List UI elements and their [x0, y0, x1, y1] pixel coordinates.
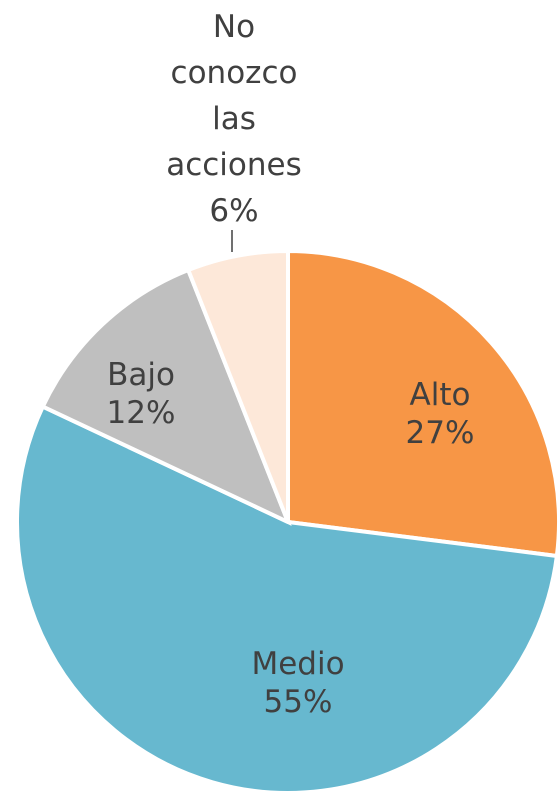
slice-label: No conozco las acciones 6%	[149, 4, 319, 234]
slice-label: Bajo 12%	[61, 356, 221, 432]
pie-slice	[286, 248, 560, 559]
category-label: Medio	[251, 646, 345, 682]
slice-label: Alto 27%	[360, 376, 520, 452]
slice-label: Medio 55%	[218, 645, 378, 721]
pie-slice	[40, 267, 292, 526]
pie-slice	[15, 403, 560, 795]
value-label: 27%	[405, 415, 475, 451]
category-label: Bajo	[107, 357, 175, 393]
value-label: 55%	[263, 684, 333, 720]
category-label: No conozco las acciones	[166, 9, 302, 183]
pie-slice	[185, 248, 290, 523]
value-label: 6%	[209, 193, 259, 229]
category-label: Alto	[409, 377, 471, 413]
value-label: 12%	[106, 395, 176, 431]
